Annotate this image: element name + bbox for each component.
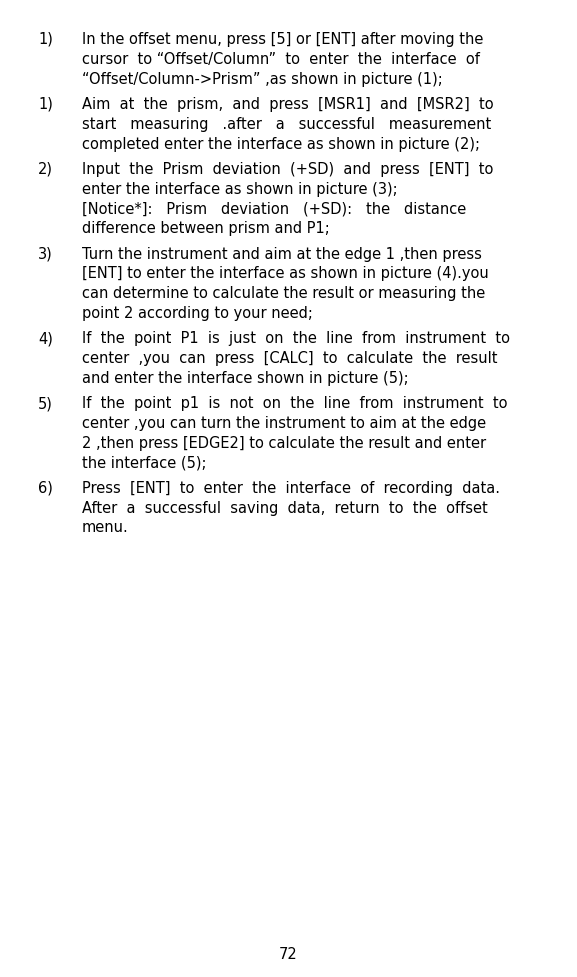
Text: start   measuring   .after   a   successful   measurement: start measuring .after a successful meas… bbox=[82, 116, 491, 132]
Text: can determine to calculate the result or measuring the: can determine to calculate the result or… bbox=[82, 286, 485, 301]
Text: 4): 4) bbox=[38, 331, 53, 346]
Text: cursor  to “Offset/Column”  to  enter  the  interface  of: cursor to “Offset/Column” to enter the i… bbox=[82, 52, 480, 66]
Text: center  ,you  can  press  [CALC]  to  calculate  the  result: center ,you can press [CALC] to calculat… bbox=[82, 351, 497, 366]
Text: 1): 1) bbox=[38, 97, 53, 112]
Text: If  the  point  p1  is  not  on  the  line  from  instrument  to: If the point p1 is not on the line from … bbox=[82, 396, 508, 411]
Text: 72: 72 bbox=[279, 947, 298, 962]
Text: 2): 2) bbox=[38, 162, 53, 177]
Text: and enter the interface shown in picture (5);: and enter the interface shown in picture… bbox=[82, 371, 409, 386]
Text: If  the  point  P1  is  just  on  the  line  from  instrument  to: If the point P1 is just on the line from… bbox=[82, 331, 510, 346]
Text: center ,you can turn the instrument to aim at the edge: center ,you can turn the instrument to a… bbox=[82, 416, 486, 431]
Text: the interface (5);: the interface (5); bbox=[82, 455, 207, 471]
Text: completed enter the interface as shown in picture (2);: completed enter the interface as shown i… bbox=[82, 137, 480, 151]
Text: 2 ,then press [EDGE2] to calculate the result and enter: 2 ,then press [EDGE2] to calculate the r… bbox=[82, 436, 486, 450]
Text: enter the interface as shown in picture (3);: enter the interface as shown in picture … bbox=[82, 182, 398, 196]
Text: 6): 6) bbox=[38, 481, 53, 495]
Text: difference between prism and P1;: difference between prism and P1; bbox=[82, 221, 329, 236]
Text: 1): 1) bbox=[38, 32, 53, 47]
Text: In the offset menu, press [5] or [ENT] after moving the: In the offset menu, press [5] or [ENT] a… bbox=[82, 32, 484, 47]
Text: point 2 according to your need;: point 2 according to your need; bbox=[82, 306, 313, 320]
Text: After  a  successful  saving  data,  return  to  the  offset: After a successful saving data, return t… bbox=[82, 500, 488, 516]
Text: 5): 5) bbox=[38, 396, 53, 411]
Text: Press  [ENT]  to  enter  the  interface  of  recording  data.: Press [ENT] to enter the interface of re… bbox=[82, 481, 500, 495]
Text: “Offset/Column->Prism” ,as shown in picture (1);: “Offset/Column->Prism” ,as shown in pict… bbox=[82, 71, 443, 87]
Text: Aim  at  the  prism,  and  press  [MSR1]  and  [MSR2]  to: Aim at the prism, and press [MSR1] and [… bbox=[82, 97, 494, 112]
Text: [ENT] to enter the interface as shown in picture (4).you: [ENT] to enter the interface as shown in… bbox=[82, 267, 489, 281]
Text: menu.: menu. bbox=[82, 521, 129, 535]
Text: 3): 3) bbox=[38, 246, 53, 262]
Text: Input  the  Prism  deviation  (+SD)  and  press  [ENT]  to: Input the Prism deviation (+SD) and pres… bbox=[82, 162, 493, 177]
Text: Turn the instrument and aim at the edge 1 ,then press: Turn the instrument and aim at the edge … bbox=[82, 246, 482, 262]
Text: [Notice*]:   Prism   deviation   (+SD):   the   distance: [Notice*]: Prism deviation (+SD): the di… bbox=[82, 201, 466, 216]
